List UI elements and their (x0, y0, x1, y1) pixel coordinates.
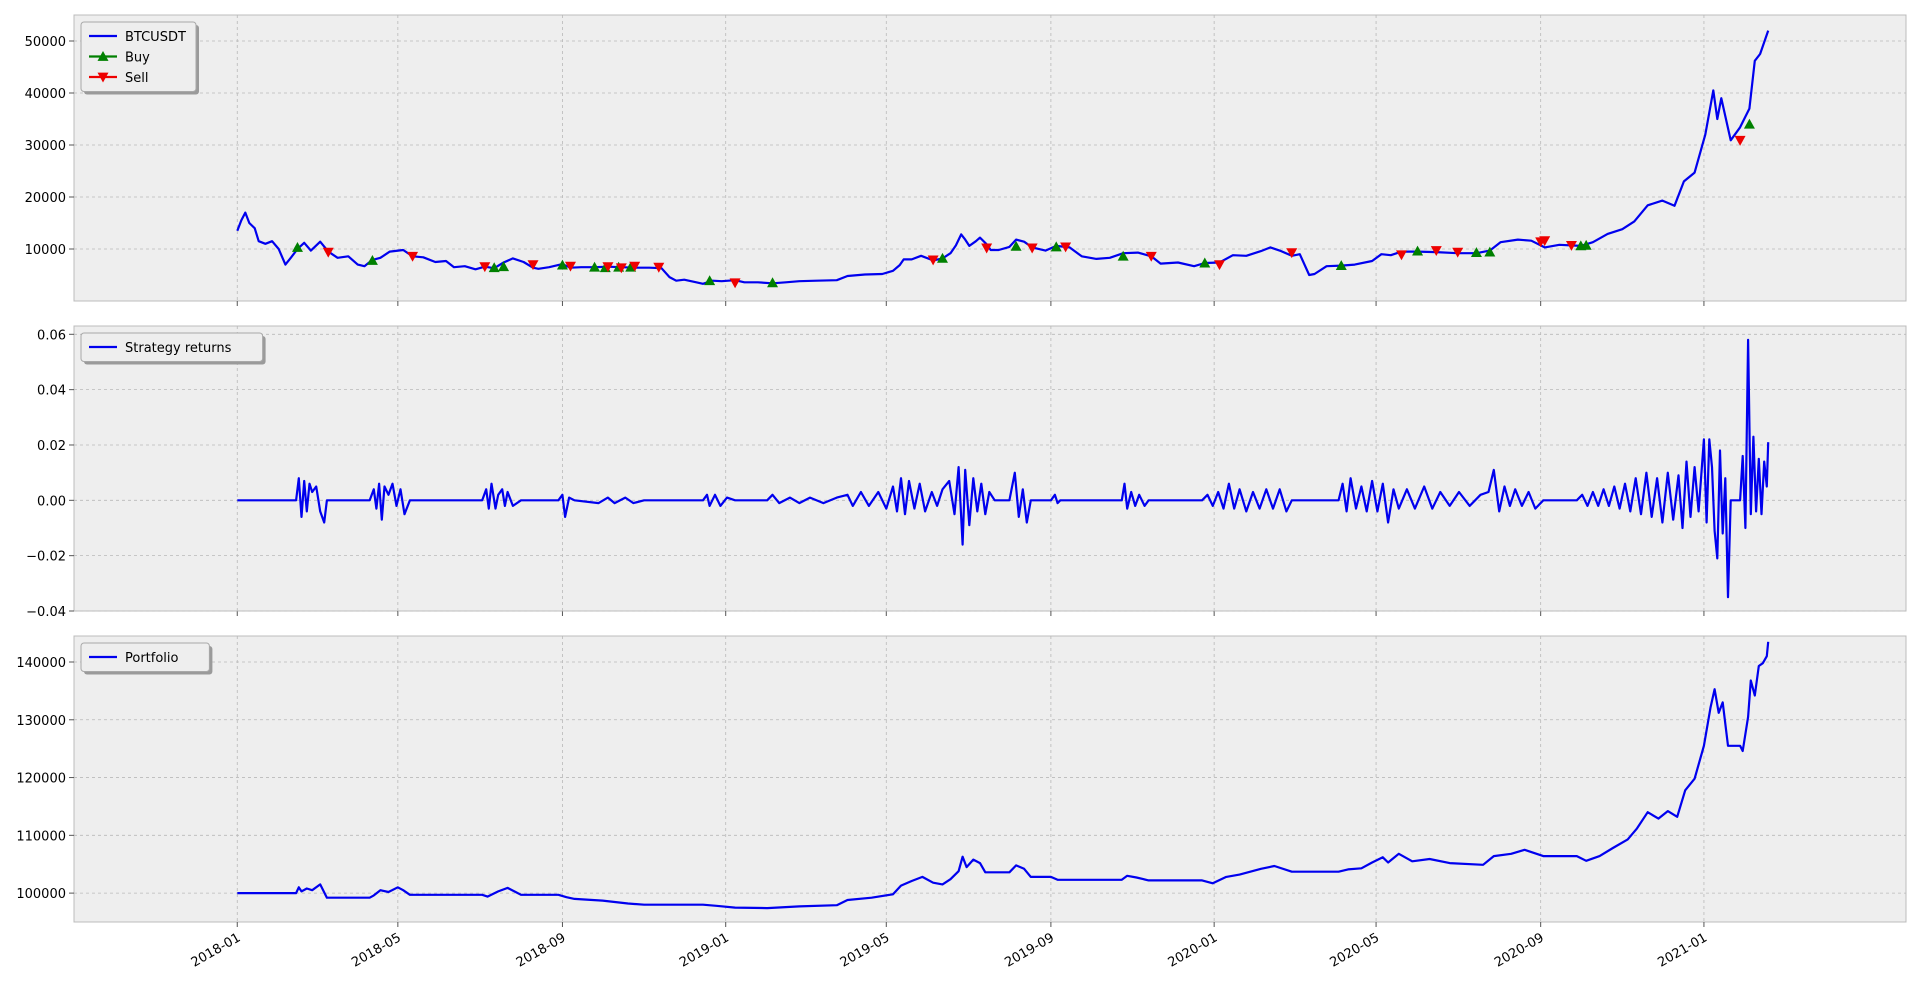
panel-returns: −0.04 −0.02 0.00 0.02 0.04 0.06 Strategy retur… (26, 325, 1907, 620)
buy-marker (1484, 246, 1496, 257)
sell-marker (322, 247, 334, 258)
x-tick-label: 2019-01 (677, 930, 732, 970)
y-tick-label: 100000 (16, 887, 66, 902)
buy-marker (936, 252, 948, 263)
sell-marker (1145, 251, 1157, 262)
series-line-portfolio (237, 641, 1770, 910)
y-tick-label: 0.00 (37, 494, 66, 509)
sell-marker (479, 262, 491, 273)
plot-area-returns (73, 325, 1907, 612)
series-line-strategy-returns (237, 338, 1770, 599)
buy-marker (1470, 247, 1482, 258)
sell-marker (653, 262, 665, 273)
x-tick-label: 2020-09 (1492, 930, 1547, 970)
legend-box (80, 642, 210, 672)
sell-marker (615, 263, 627, 274)
y-tick-label: 130000 (16, 714, 66, 729)
buy-marker (1580, 239, 1592, 250)
x-tick-label: 2018-09 (514, 930, 569, 970)
y-tick-label: 120000 (16, 772, 66, 787)
y-tick-label: 30000 (25, 139, 66, 154)
buy-marker (1412, 245, 1424, 256)
buy-marker (704, 275, 716, 286)
sell-marker (1286, 248, 1298, 259)
buy-marker (1050, 241, 1062, 252)
sell-marker (602, 262, 614, 273)
sell-marker (1452, 247, 1464, 258)
legend-price: BTCUSDT Buy Sell (80, 21, 199, 95)
sell-marker (729, 278, 741, 289)
buy-marker (1010, 240, 1022, 251)
legend-portfolio: Portfolio (80, 642, 213, 675)
y-tick-label: 40000 (25, 87, 66, 102)
buy-marker (1117, 250, 1129, 261)
legend-label: BTCUSDT (125, 30, 186, 45)
sell-marker (1214, 260, 1226, 271)
legend-label: Sell (125, 71, 148, 86)
plot-area-price (73, 14, 1907, 302)
panel-price: 10000 20000 30000 40000 50000 BTCUSDT Buy Sell (25, 14, 1907, 306)
x-tick-label: 2018-01 (189, 930, 244, 970)
buy-marker (589, 261, 601, 272)
x-tick-label: 2020-05 (1328, 930, 1383, 970)
panel-portfolio: 100000 110000 120000 130000 140000 Portfolio (16, 635, 1907, 927)
y-tick-label: 0.06 (37, 328, 66, 343)
buy-marker (1199, 257, 1211, 268)
x-tick-label: 2019-05 (838, 930, 893, 970)
buy-marker (366, 254, 378, 265)
y-tick-label: 20000 (25, 191, 66, 206)
sell-marker (527, 260, 539, 271)
y-tick-label: 0.02 (37, 439, 66, 454)
series-line-btcusdt (236, 30, 1770, 285)
y-tick-label: 110000 (16, 829, 66, 844)
sell-marker (564, 261, 576, 272)
x-tick-label: 2021-01 (1655, 930, 1710, 970)
legend-box (80, 21, 197, 92)
legend-marker (97, 51, 109, 61)
legend-marker (97, 72, 109, 83)
sell-marker (1539, 236, 1551, 247)
y-tick-label: 140000 (16, 656, 66, 671)
x-tick-label: 2019-09 (1002, 930, 1057, 970)
sell-marker (1734, 135, 1746, 146)
sell-marker (1565, 240, 1577, 251)
y-tick-label: 0.04 (37, 384, 66, 399)
y-tick-label: 10000 (25, 243, 66, 258)
sell-marker (629, 261, 641, 272)
sell-marker (1430, 246, 1442, 257)
buy-marker (556, 259, 568, 270)
sell-marker (927, 255, 939, 266)
buy-marker (488, 262, 500, 273)
buy-marker (767, 277, 779, 288)
sell-marker (981, 243, 993, 254)
x-tick-label: 2020-01 (1166, 930, 1221, 970)
legend-label: Portfolio (125, 651, 179, 666)
buy-marker (1743, 118, 1755, 129)
legend-returns: Strategy returns (80, 332, 266, 365)
buy-marker (1335, 260, 1347, 271)
legend-label: Buy (125, 51, 150, 66)
y-tick-label: 50000 (25, 35, 66, 50)
sell-marker (407, 251, 419, 262)
buy-marker (291, 241, 303, 252)
y-tick-label: −0.04 (26, 605, 66, 620)
x-tick-label: 2018-05 (349, 930, 404, 970)
sell-marker (1060, 242, 1072, 253)
sell-marker (1395, 250, 1407, 261)
legend-box (80, 332, 264, 362)
sell-marker (1026, 243, 1038, 254)
y-tick-label: −0.02 (26, 550, 66, 565)
buy-marker (498, 261, 510, 272)
legend-label: Strategy returns (125, 341, 232, 356)
plot-area-portfolio (73, 635, 1907, 923)
